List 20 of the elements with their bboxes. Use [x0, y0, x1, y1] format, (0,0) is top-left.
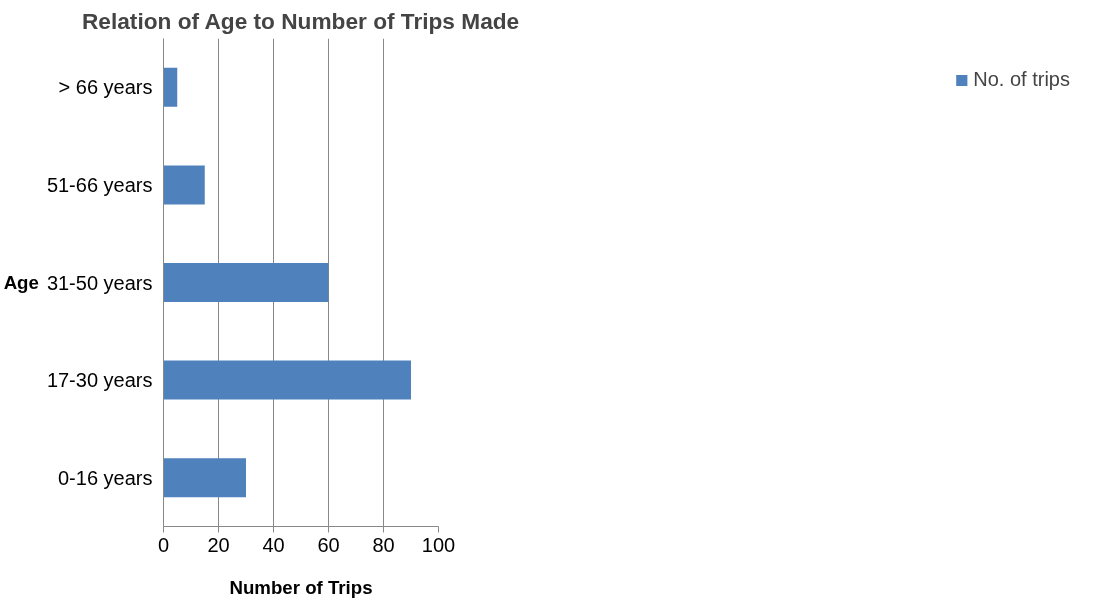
bar [163, 67, 178, 107]
bar [163, 262, 329, 303]
y-tick-label: 17-30 years [46, 369, 153, 392]
y-tick-label: > 66 years [58, 76, 153, 99]
legend-label: No. of trips [973, 68, 1070, 91]
bar [163, 360, 411, 400]
x-tick-label: 60 [317, 533, 340, 556]
y-tick-label: 51-66 years [46, 173, 153, 196]
x-tick-label: 0 [157, 533, 170, 556]
y-axis-title: Age [3, 272, 39, 293]
x-tick-label: 20 [207, 533, 230, 556]
x-tick-label: 80 [372, 533, 395, 556]
y-tick-label: 0-16 years [58, 466, 153, 489]
x-axis-title: Number of Trips [229, 576, 373, 598]
chart-title: Relation of Age to Number of Trips Made [81, 7, 520, 34]
bar [163, 165, 205, 205]
x-tick-label: 100 [421, 533, 456, 556]
x-tick-label: 40 [262, 533, 285, 556]
y-tick-label: 31-50 years [46, 271, 153, 294]
bar [163, 458, 246, 498]
